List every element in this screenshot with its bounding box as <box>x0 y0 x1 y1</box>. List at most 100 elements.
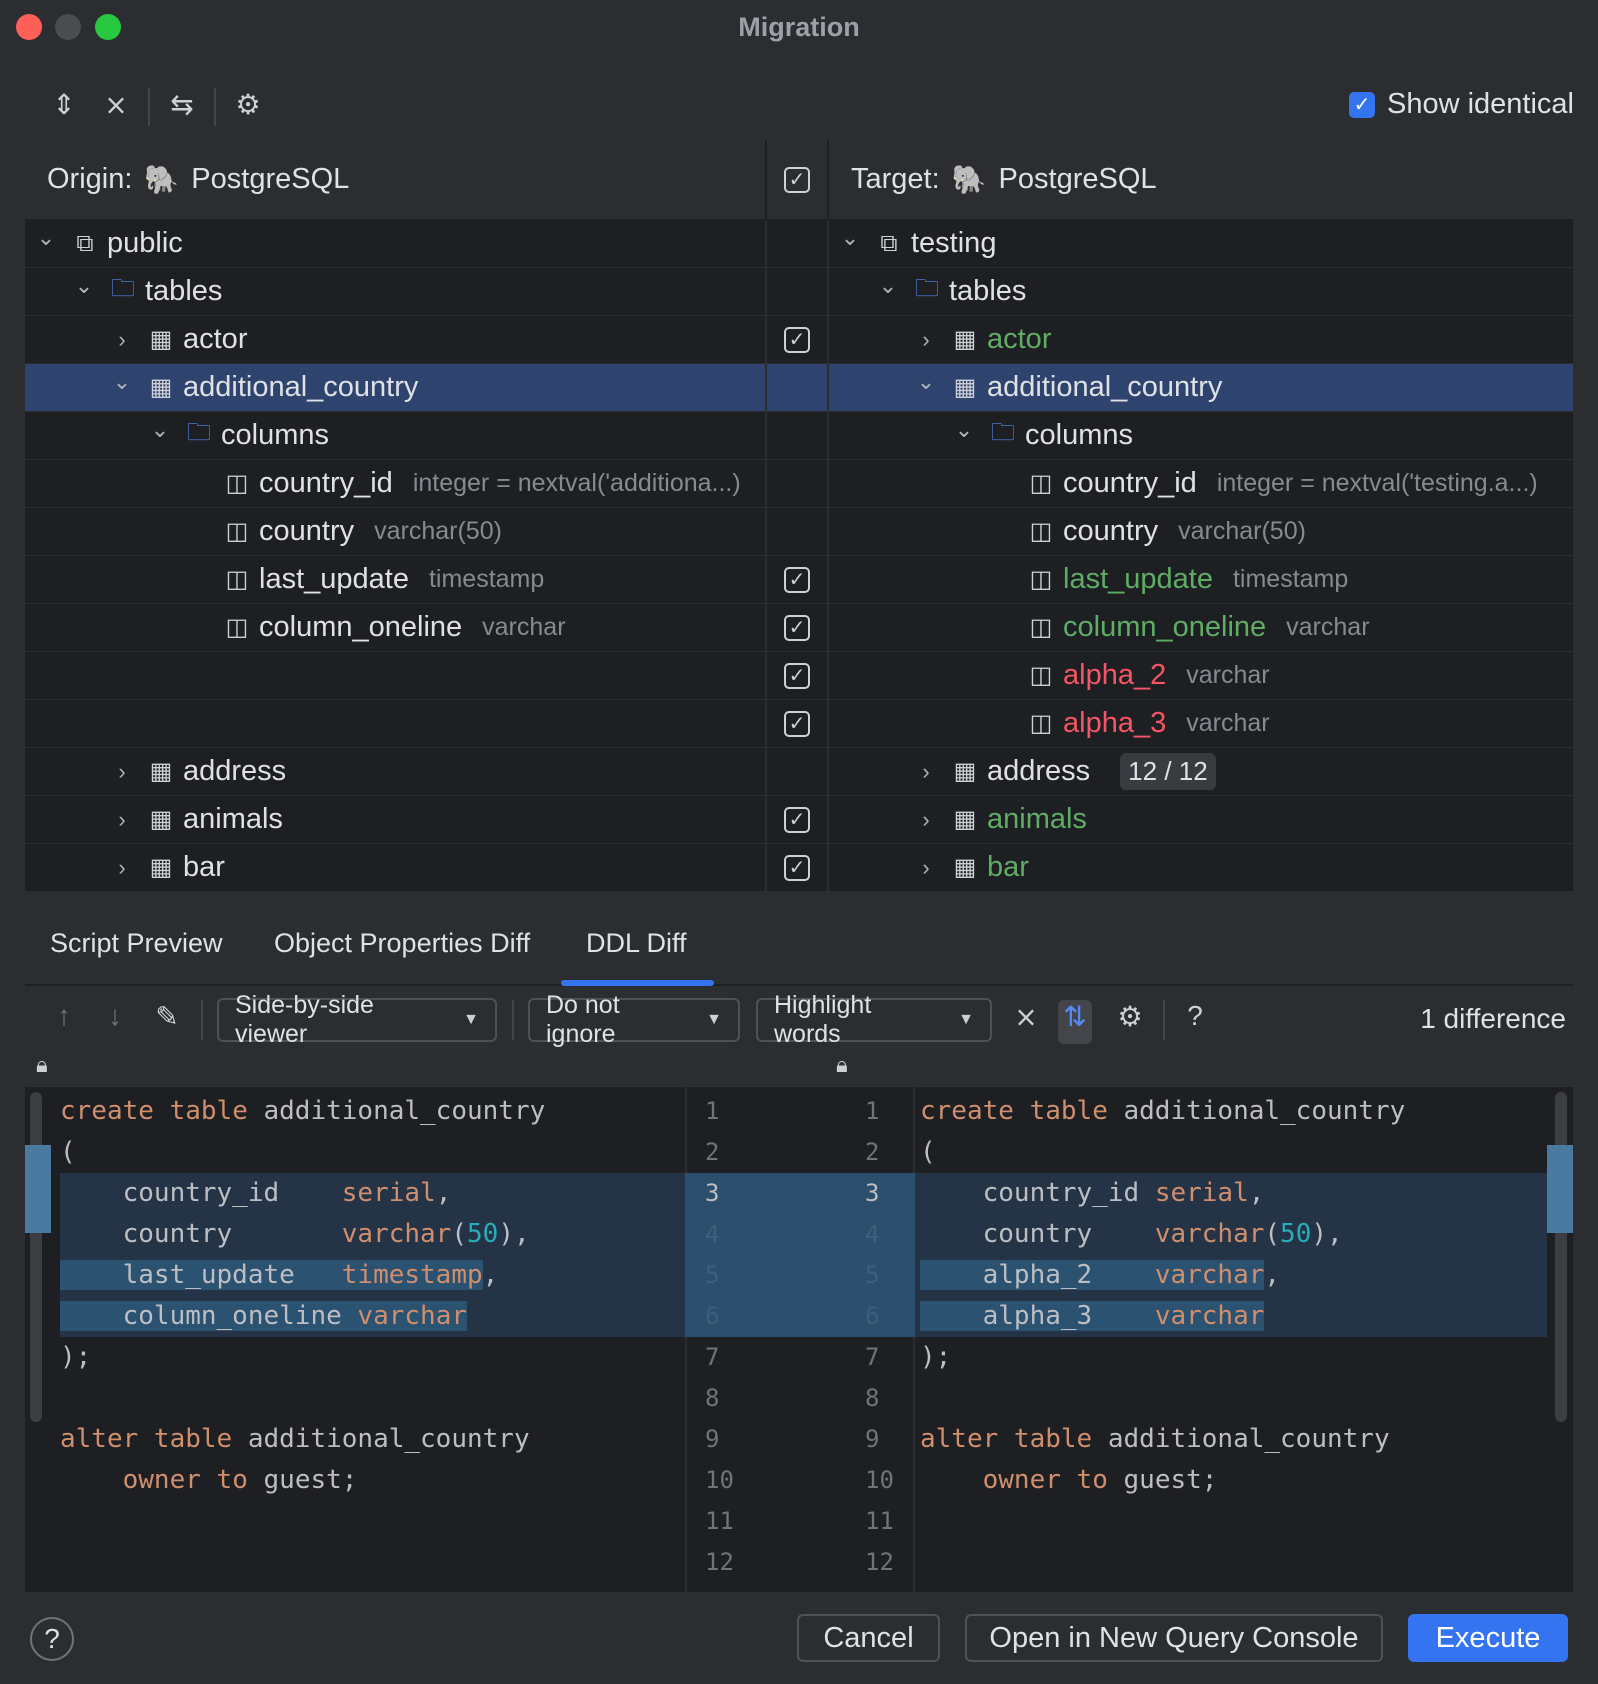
object-name: country_id <box>259 467 393 499</box>
help-button[interactable]: ? <box>30 1617 74 1661</box>
left-scrollbar[interactable] <box>30 1092 42 1422</box>
row-checkbox[interactable]: ✓ <box>784 806 810 833</box>
chevron-right-icon[interactable]: › <box>118 854 126 880</box>
object-name: columns <box>1025 419 1133 451</box>
next-difference-icon[interactable]: ↓ <box>108 1000 122 1031</box>
chevron-down-icon[interactable]: ⌄ <box>36 224 56 250</box>
edit-icon[interactable]: ✎ <box>155 1001 179 1032</box>
minimize-window-button[interactable] <box>55 14 81 40</box>
object-name: actor <box>183 323 248 355</box>
l-cell: ◫ column_oneline varchar <box>25 604 767 651</box>
row-checkbox[interactable]: ✓ <box>784 614 810 641</box>
chevron-right-icon[interactable]: › <box>118 758 126 784</box>
row-checkbox[interactable]: ✓ <box>784 854 810 881</box>
zoom-window-button[interactable] <box>95 14 121 40</box>
tree-row[interactable]: ⌄ ⧉ public ⌄ ⧉ testing <box>25 220 1573 268</box>
postgresql-icon: 🐘 <box>144 164 180 195</box>
row-checkbox[interactable]: ✓ <box>784 710 810 737</box>
row-checkbox[interactable]: ✓ <box>784 662 810 689</box>
schema-icon: ⧉ <box>880 229 898 257</box>
column-type: timestamp <box>1232 565 1349 593</box>
code-token: country_id <box>920 1178 1155 1208</box>
origin-db[interactable]: PostgreSQL <box>191 163 350 195</box>
code-token: country <box>920 1219 1155 1249</box>
window-title: Migration <box>738 12 860 42</box>
code-token: to <box>1076 1465 1124 1495</box>
tree-row[interactable]: › ▦ address › ▦ address 12 / 12 <box>25 748 1573 796</box>
chevron-right-icon[interactable]: › <box>118 806 126 832</box>
chevron-right-icon[interactable]: › <box>922 326 930 352</box>
code-token: create <box>60 1096 170 1126</box>
checkbox-icon[interactable]: ✓ <box>1349 91 1375 118</box>
settings-icon[interactable]: ⚙ <box>235 89 261 120</box>
tab-script-preview[interactable]: Script Preview <box>50 928 223 958</box>
postgresql-icon: 🐘 <box>951 164 987 195</box>
cancel-button[interactable]: Cancel <box>797 1614 940 1662</box>
code-token: varchar <box>357 1301 467 1331</box>
check-cell: ✓ <box>767 316 829 363</box>
chevron-right-icon[interactable]: › <box>922 854 930 880</box>
target-db[interactable]: PostgreSQL <box>998 163 1157 195</box>
tree-row[interactable]: ◫ country varchar(50) ◫ country varchar(50) <box>25 508 1573 556</box>
right-line-number: 5 <box>865 1261 880 1289</box>
chevron-down-icon: ▼ <box>706 1011 722 1028</box>
chevron-down-icon[interactable]: ⌄ <box>74 272 94 298</box>
ddl-diff-editor[interactable]: create table additional_country create ta… <box>25 1087 1573 1592</box>
tree-row[interactable]: ⌄ ▦ additional_country ⌄ ▦ additional_country <box>25 364 1573 412</box>
show-identical-checkbox[interactable]: ✓ Show identical <box>1349 88 1574 121</box>
tab-ddl-diff[interactable]: DDL Diff <box>586 928 687 958</box>
chevron-right-icon[interactable]: › <box>922 758 930 784</box>
code-token: ); <box>920 1342 952 1372</box>
collapse-all-icon[interactable]: ⨯ <box>104 89 128 120</box>
chevron-down-icon[interactable]: ⌄ <box>150 416 170 442</box>
collapse-unchanged-icon[interactable]: ⨯ <box>1014 1001 1038 1032</box>
tree-row[interactable]: › ▦ actor ✓ › ▦ actor <box>25 316 1573 364</box>
tree-row[interactable]: ◫ column_oneline varchar ✓ ◫ column_oneline va… <box>25 604 1573 652</box>
select-all-checkbox[interactable]: ✓ <box>784 166 810 193</box>
tree-row[interactable]: ⌄ 🗀 tables ⌄ 🗀 tables <box>25 268 1573 316</box>
sync-scroll-icon[interactable]: ⇅ <box>1058 1000 1092 1044</box>
ignore-dropdown[interactable]: Do not ignore ▼ <box>528 991 740 1048</box>
execute-button[interactable]: Execute <box>1408 1614 1568 1662</box>
r-cell: ◫ column_oneline varchar <box>829 604 1573 651</box>
chevron-down-icon[interactable]: ⌄ <box>954 416 974 442</box>
chevron-down-icon[interactable]: ⌄ <box>112 368 132 394</box>
tree-row[interactable]: ◫ country_id integer = nextval('additiona.… <box>25 460 1573 508</box>
open-in-query-console-button[interactable]: Open in New Query Console <box>965 1614 1383 1662</box>
row-checkbox[interactable]: ✓ <box>784 566 810 593</box>
row-checkbox[interactable]: ✓ <box>784 326 810 353</box>
left-line-number: 10 <box>705 1466 734 1494</box>
code-token: owner <box>122 1465 217 1495</box>
chevron-down-icon[interactable]: ⌄ <box>840 224 860 250</box>
tree-header: Origin: 🐘 PostgreSQL ✓ Target: 🐘 Postgre… <box>25 140 1573 220</box>
object-name: address <box>183 755 287 787</box>
expand-all-icon[interactable]: ⇕ <box>52 89 76 120</box>
right-scrollbar[interactable] <box>1555 1092 1567 1422</box>
tab-object-properties-diff[interactable]: Object Properties Diff <box>274 928 531 958</box>
chevron-right-icon[interactable]: › <box>118 326 126 352</box>
tree-row[interactable]: ✓ ◫ alpha_2 varchar <box>25 652 1573 700</box>
close-window-button[interactable] <box>16 14 42 40</box>
tree-row[interactable]: ⌄ 🗀 columns ⌄ 🗀 columns <box>25 412 1573 460</box>
code-token: table <box>1013 1424 1108 1454</box>
changed-line-bg <box>915 1214 1547 1255</box>
tree-row[interactable]: ✓ ◫ alpha_3 varchar <box>25 700 1573 748</box>
chevron-right-icon[interactable]: › <box>922 806 930 832</box>
swap-icon[interactable]: ⇆ <box>170 89 194 120</box>
left-code-line: owner to guest; <box>60 1460 358 1501</box>
code-token: owner <box>982 1465 1077 1495</box>
help-icon[interactable]: ? <box>1187 1000 1203 1031</box>
object-name: additional_country <box>183 371 419 403</box>
check-cell <box>767 508 829 555</box>
l-cell: ◫ last_update timestamp <box>25 556 767 603</box>
tree-row[interactable]: › ▦ bar ✓ › ▦ bar <box>25 844 1573 891</box>
code-token: alter <box>920 1424 1014 1454</box>
highlight-dropdown[interactable]: Highlight words ▼ <box>756 991 992 1048</box>
chevron-down-icon[interactable]: ⌄ <box>916 368 936 394</box>
viewer-dropdown[interactable]: Side-by-side viewer ▼ <box>217 991 497 1048</box>
chevron-down-icon[interactable]: ⌄ <box>878 272 898 298</box>
tree-row[interactable]: ◫ last_update timestamp ✓ ◫ last_update timest… <box>25 556 1573 604</box>
settings-icon[interactable]: ⚙ <box>1117 1001 1143 1032</box>
previous-difference-icon[interactable]: ↑ <box>57 1000 71 1031</box>
tree-row[interactable]: › ▦ animals ✓ › ▦ animals <box>25 796 1573 844</box>
